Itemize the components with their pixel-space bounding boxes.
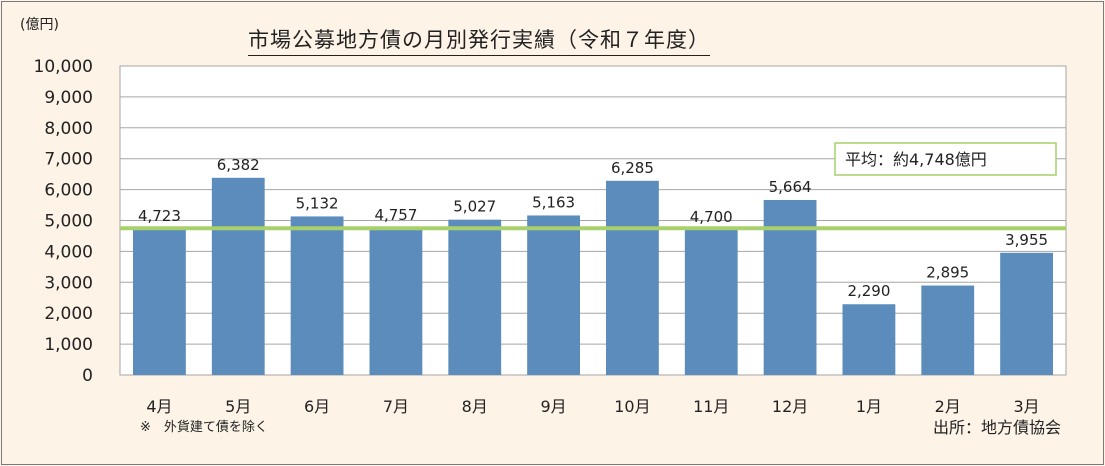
y-tick-label: 0 [82, 366, 93, 386]
x-tick-label: 1月 [856, 397, 882, 416]
footnote: ※ 外貨建て債を除く [140, 420, 268, 435]
x-tick-label: 3月 [1013, 397, 1039, 416]
data-label: 3,955 [1005, 231, 1048, 249]
y-tick-label: 1,000 [44, 335, 93, 355]
bar-4月 [133, 229, 186, 375]
data-label: 2,895 [926, 264, 969, 282]
source-label: 出所：地方債協会 [932, 418, 1061, 437]
chart-title: 市場公募地方債の月別発行実績（令和７年度） [248, 24, 710, 56]
data-label: 5,132 [296, 194, 339, 212]
bar-3月 [1000, 252, 1053, 375]
data-label: 4,757 [374, 206, 417, 224]
x-tick-label: 8月 [462, 397, 488, 416]
x-tick-label: 11月 [693, 397, 729, 416]
x-tick-label: 7月 [383, 397, 409, 416]
x-tick-label: 4月 [146, 397, 172, 416]
data-label: 6,382 [217, 156, 260, 174]
y-tick-label: 7,000 [44, 150, 93, 170]
bar-1月 [842, 304, 896, 375]
data-label: 4,723 [138, 207, 181, 225]
y-axis-unit-label: (億円) [20, 17, 59, 33]
data-label: 6,285 [611, 159, 654, 177]
y-tick-label: 4,000 [44, 242, 93, 262]
data-label: 2,290 [847, 282, 890, 300]
data-label: 5,664 [769, 178, 812, 196]
average-label-box [834, 142, 1057, 176]
y-tick-label: 9,000 [44, 88, 93, 108]
bar-10月 [606, 180, 659, 375]
average-label: 平均：約4,748億円 [845, 150, 987, 169]
bar-11月 [684, 229, 738, 375]
bar-7月 [369, 228, 423, 375]
bar-6月 [290, 216, 344, 375]
x-tick-label: 12月 [772, 397, 808, 416]
bar-2月 [921, 285, 975, 375]
y-tick-label: 2,000 [44, 304, 93, 324]
y-tick-label: 6,000 [44, 181, 93, 201]
data-label: 4,700 [690, 208, 733, 226]
y-tick-label: 5,000 [44, 212, 93, 232]
y-tick-label: 10,000 [34, 57, 93, 77]
data-label: 5,163 [532, 193, 575, 211]
y-tick-label: 3,000 [44, 273, 93, 293]
bar-5月 [211, 177, 265, 375]
x-tick-label: 6月 [304, 397, 330, 416]
x-tick-label: 5月 [225, 397, 251, 416]
y-tick-label: 8,000 [44, 119, 93, 139]
bar-8月 [448, 219, 502, 375]
x-tick-label: 10月 [614, 397, 650, 416]
x-tick-label: 9月 [540, 397, 566, 416]
bar-12月 [763, 199, 817, 375]
data-label: 5,027 [453, 198, 496, 216]
bar-9月 [527, 215, 580, 375]
x-tick-label: 2月 [935, 397, 961, 416]
